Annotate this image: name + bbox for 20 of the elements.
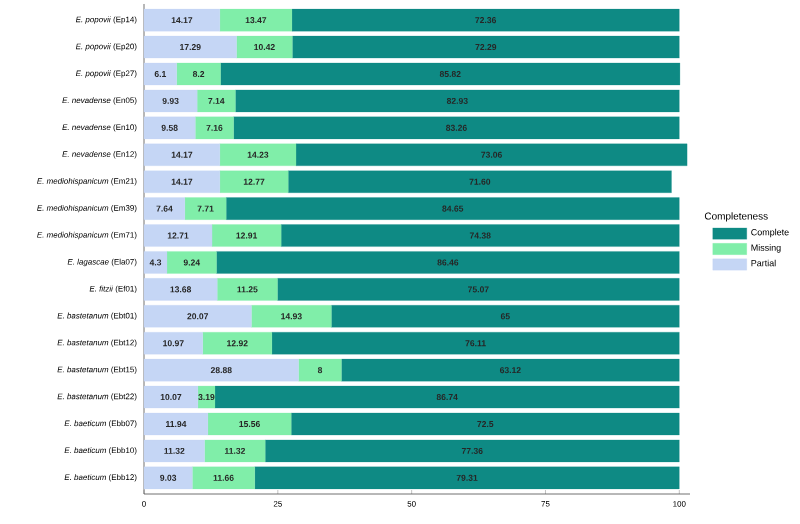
bar — [219, 170, 289, 193]
bar — [277, 278, 680, 301]
bar — [217, 278, 278, 301]
bar — [226, 197, 680, 220]
bar — [216, 251, 680, 274]
bar — [143, 197, 186, 220]
bar — [202, 332, 272, 355]
bar — [288, 170, 672, 193]
bar — [298, 359, 342, 382]
bar — [184, 197, 227, 220]
bar — [143, 305, 252, 328]
bar — [281, 224, 680, 247]
bar — [143, 251, 168, 274]
bar — [331, 305, 680, 328]
bar — [166, 251, 217, 274]
bar — [143, 278, 218, 301]
bar — [143, 170, 220, 193]
bar — [251, 305, 332, 328]
bar — [211, 224, 282, 247]
bar — [143, 224, 213, 247]
